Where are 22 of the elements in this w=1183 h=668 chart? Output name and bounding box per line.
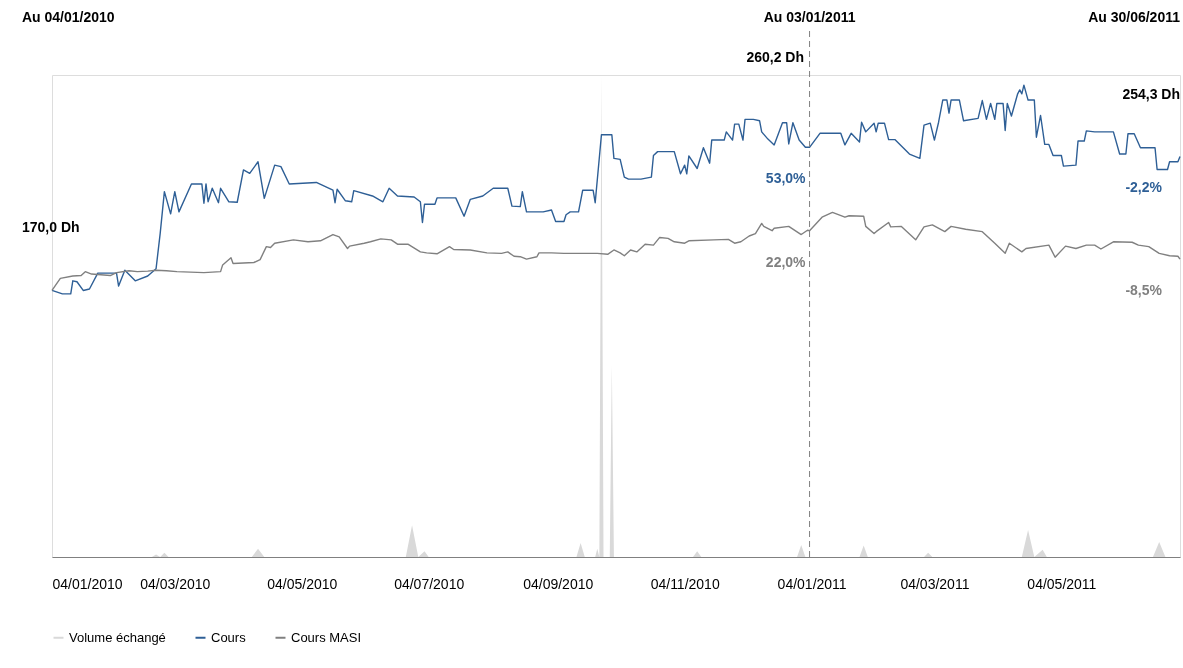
legend-label: Volume échangé bbox=[69, 629, 166, 645]
x-tick-label: 04/05/2010 bbox=[267, 575, 338, 592]
annotation: -2,2% bbox=[1125, 179, 1163, 196]
annotation: 22,0% bbox=[765, 253, 807, 270]
text: Au 30/06/2011 bbox=[1088, 9, 1181, 25]
x-tick-label: 04/01/2011 bbox=[777, 575, 847, 592]
x-tick-label: 04/09/2010 bbox=[523, 575, 594, 592]
x-tick-label: 04/01/2010 bbox=[52, 575, 123, 592]
x-tick-label: 04/03/2011 bbox=[900, 575, 970, 592]
x-tick-label: 04/05/2011 bbox=[1027, 575, 1097, 592]
annotation: -8,5% bbox=[1125, 282, 1163, 299]
annotation: 170,0 Dh bbox=[22, 219, 80, 235]
legend-label: Cours MASI bbox=[291, 629, 362, 645]
x-tick-label: 04/03/2010 bbox=[140, 575, 211, 592]
x-tick-label: 04/07/2010 bbox=[394, 575, 465, 592]
annotation: 53,0% bbox=[765, 170, 807, 187]
annotation: 254,3 Dh bbox=[1122, 86, 1180, 102]
ref-line-label: Au 03/01/2011 bbox=[763, 9, 856, 25]
text: Au 04/01/2010 bbox=[22, 9, 115, 25]
legend-label: Cours bbox=[211, 629, 247, 645]
x-tick-label: 04/11/2010 bbox=[650, 575, 720, 592]
text: 260,2 Dh bbox=[746, 49, 804, 65]
